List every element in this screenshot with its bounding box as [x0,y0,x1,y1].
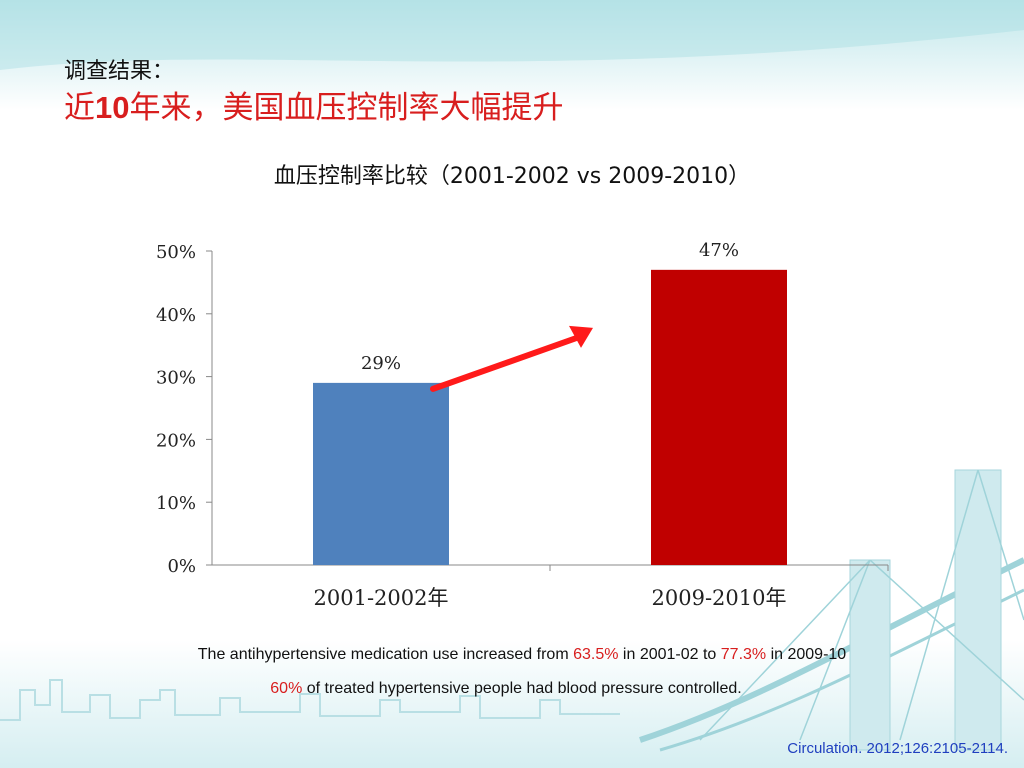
headline-number: 10 [95,90,130,125]
headline: 近10年来，美国血压控制率大幅提升 [64,88,563,128]
trend-arrow-head [569,325,593,348]
note1-text-c: in 2009-10 [766,646,847,663]
note1-text-b: in 2001-02 to [618,646,721,663]
city-skyline-decoration [0,679,620,721]
control-note: 60% of treated hypertensive people had b… [0,680,1018,698]
chart-title: 血压控制率比较（2001-2002 vs 2009-2010） [273,164,751,189]
x-tick-label-1: 2001-2002年 [314,586,449,610]
note1-text-a: The antihypertensive medication use incr… [197,646,574,663]
citation: Circulation. 2012;126:2105-2114. [787,740,1008,757]
bridge-decoration [639,469,1024,752]
y-tick-label: 20% [156,430,196,451]
y-tick-label: 10% [156,493,196,514]
data-label-2: 47% [699,240,739,261]
y-tick-label: 40% [156,305,196,326]
bar-1 [313,382,449,565]
medication-note: The antihypertensive medication use incr… [10,646,1024,664]
note2-text: of treated hypertensive people had blood… [302,680,742,697]
note2-value: 60% [270,680,303,697]
kicker-text: 调查结果： [64,59,175,84]
note1-value-2001: 63.5% [573,646,619,663]
trend-arrow-shaft [430,334,580,392]
headline-suffix: 年来，美国血压控制率大幅提升 [129,90,564,126]
note1-value-2009: 77.3% [720,646,767,663]
headline-prefix: 近 [64,90,95,126]
y-tick-label: 50% [156,242,196,263]
x-tick-label-2: 2009-2010年 [652,586,787,610]
slide-header: 调查结果： 近10年来，美国血压控制率大幅提升 [64,58,563,128]
data-label-1: 29% [361,353,401,374]
y-tick-label: 30% [156,368,196,389]
bar-2 [651,269,787,565]
y-tick-label: 0% [167,556,196,577]
